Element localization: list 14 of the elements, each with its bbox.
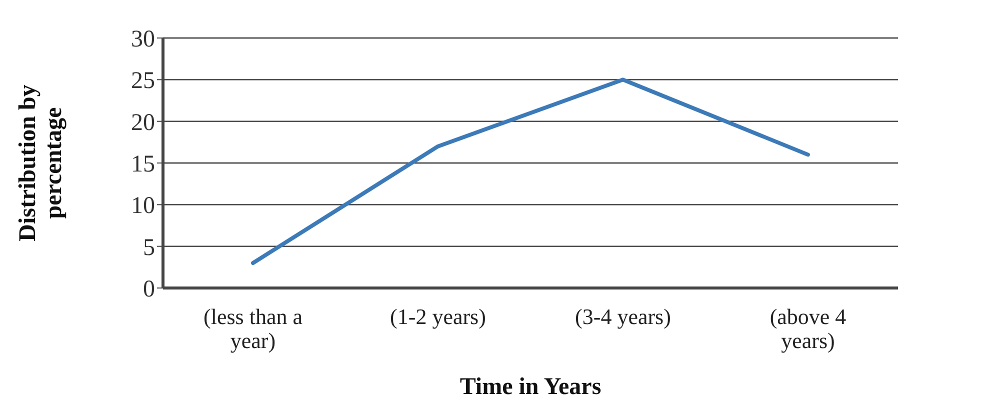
y-tick-label: 25 — [131, 68, 155, 94]
y-tick-label: 15 — [131, 152, 155, 178]
x-tick-label: (3-4 years) — [575, 304, 671, 329]
x-tick-label: (1-2 years) — [390, 304, 486, 329]
line-series — [251, 78, 810, 265]
y-tick-label: 5 — [143, 234, 155, 261]
y-tick-label: 30 — [131, 26, 155, 53]
y-axis-title: Distribution by percentage — [15, 84, 67, 242]
x-axis-title: Time in Years — [460, 374, 602, 400]
x-tick-label: (less than a year) — [204, 304, 303, 353]
y-tick-label: 20 — [131, 110, 155, 136]
y-tick-label: 0 — [143, 276, 155, 303]
x-tick-label: (above 4 years) — [770, 304, 846, 353]
y-tick-label: 10 — [131, 193, 155, 220]
